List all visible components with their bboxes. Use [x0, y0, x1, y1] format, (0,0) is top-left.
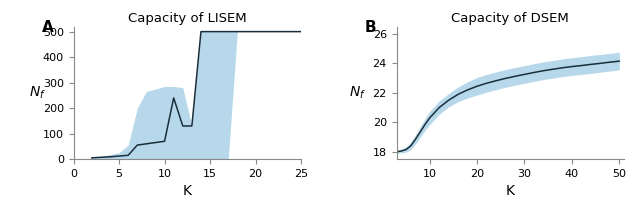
Text: A: A	[42, 20, 54, 35]
X-axis label: K: K	[506, 184, 515, 198]
Y-axis label: $N_f$: $N_f$	[29, 84, 45, 101]
Title: Capacity of DSEM: Capacity of DSEM	[451, 12, 569, 25]
X-axis label: K: K	[183, 184, 192, 198]
Y-axis label: $N_f$: $N_f$	[349, 84, 367, 101]
Text: B: B	[365, 20, 376, 35]
Title: Capacity of LISEM: Capacity of LISEM	[128, 12, 246, 25]
